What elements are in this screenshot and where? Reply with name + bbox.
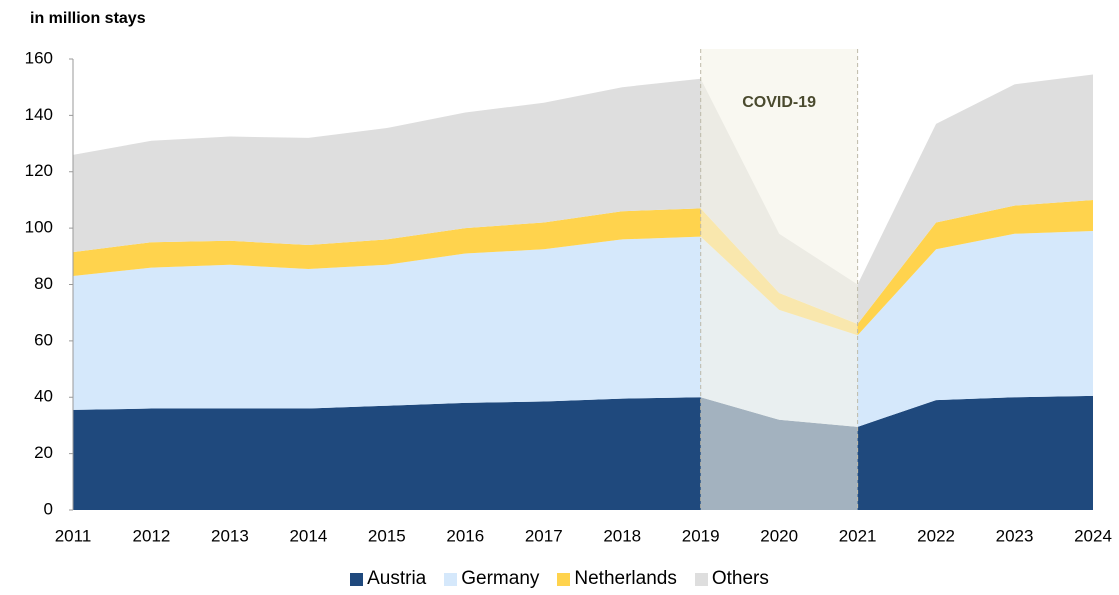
area: [73, 199, 1093, 336]
y-tick-label: 140: [25, 105, 53, 124]
x-tick-label: 2021: [839, 526, 877, 545]
y-tick-label: 40: [34, 387, 53, 406]
y-tick-label: 0: [44, 499, 53, 518]
x-tick-label: 2011: [55, 526, 92, 545]
y-axis-label: in million stays: [30, 10, 146, 27]
x-tick-label: 2015: [368, 526, 406, 545]
legend-item: Austria: [350, 568, 426, 590]
y-tick-label: 60: [34, 330, 53, 349]
y-tick-label: 20: [34, 443, 53, 462]
x-tick-label: 2016: [446, 526, 484, 545]
highlight-label: COVID-19: [742, 94, 816, 111]
area: [73, 74, 1093, 324]
x-tick-label: 2023: [996, 526, 1034, 545]
legend-swatch: [557, 572, 571, 586]
x-tick-label: 2022: [917, 526, 955, 545]
legend: Austria Germany Netherlands Others: [0, 568, 1119, 590]
legend-label: Austria: [367, 568, 427, 589]
x-tick-label: 2013: [211, 526, 249, 545]
x-tick-label: 2019: [682, 526, 720, 545]
x-tick-label: 2018: [603, 526, 641, 545]
x-tick-label: 2020: [760, 526, 798, 545]
y-tick-label: 80: [34, 274, 53, 293]
x-tick-label: 2017: [525, 526, 563, 545]
area: [73, 395, 1093, 510]
x-tick-label: 2012: [133, 526, 171, 545]
y-tick-label: 100: [25, 218, 53, 237]
legend-label: Netherlands: [574, 568, 677, 589]
highlight-band: [700, 49, 858, 510]
legend-item: Germany: [444, 568, 539, 590]
y-tick-label: 120: [25, 161, 53, 180]
x-tick-label: 2024: [1074, 526, 1112, 545]
legend-swatch: [694, 572, 708, 586]
legend-label: Others: [711, 568, 769, 589]
x-tick-label: 2014: [289, 526, 327, 545]
legend-swatch: [444, 572, 458, 586]
legend-swatch: [350, 572, 364, 586]
legend-label: Germany: [461, 568, 540, 589]
y-tick-label: 160: [25, 48, 53, 67]
legend-item: Others: [694, 568, 769, 590]
legend-item: Netherlands: [557, 568, 677, 590]
chart: in million stays COVID-19 0 20 40 60 80 100 120…: [25, 10, 1112, 545]
